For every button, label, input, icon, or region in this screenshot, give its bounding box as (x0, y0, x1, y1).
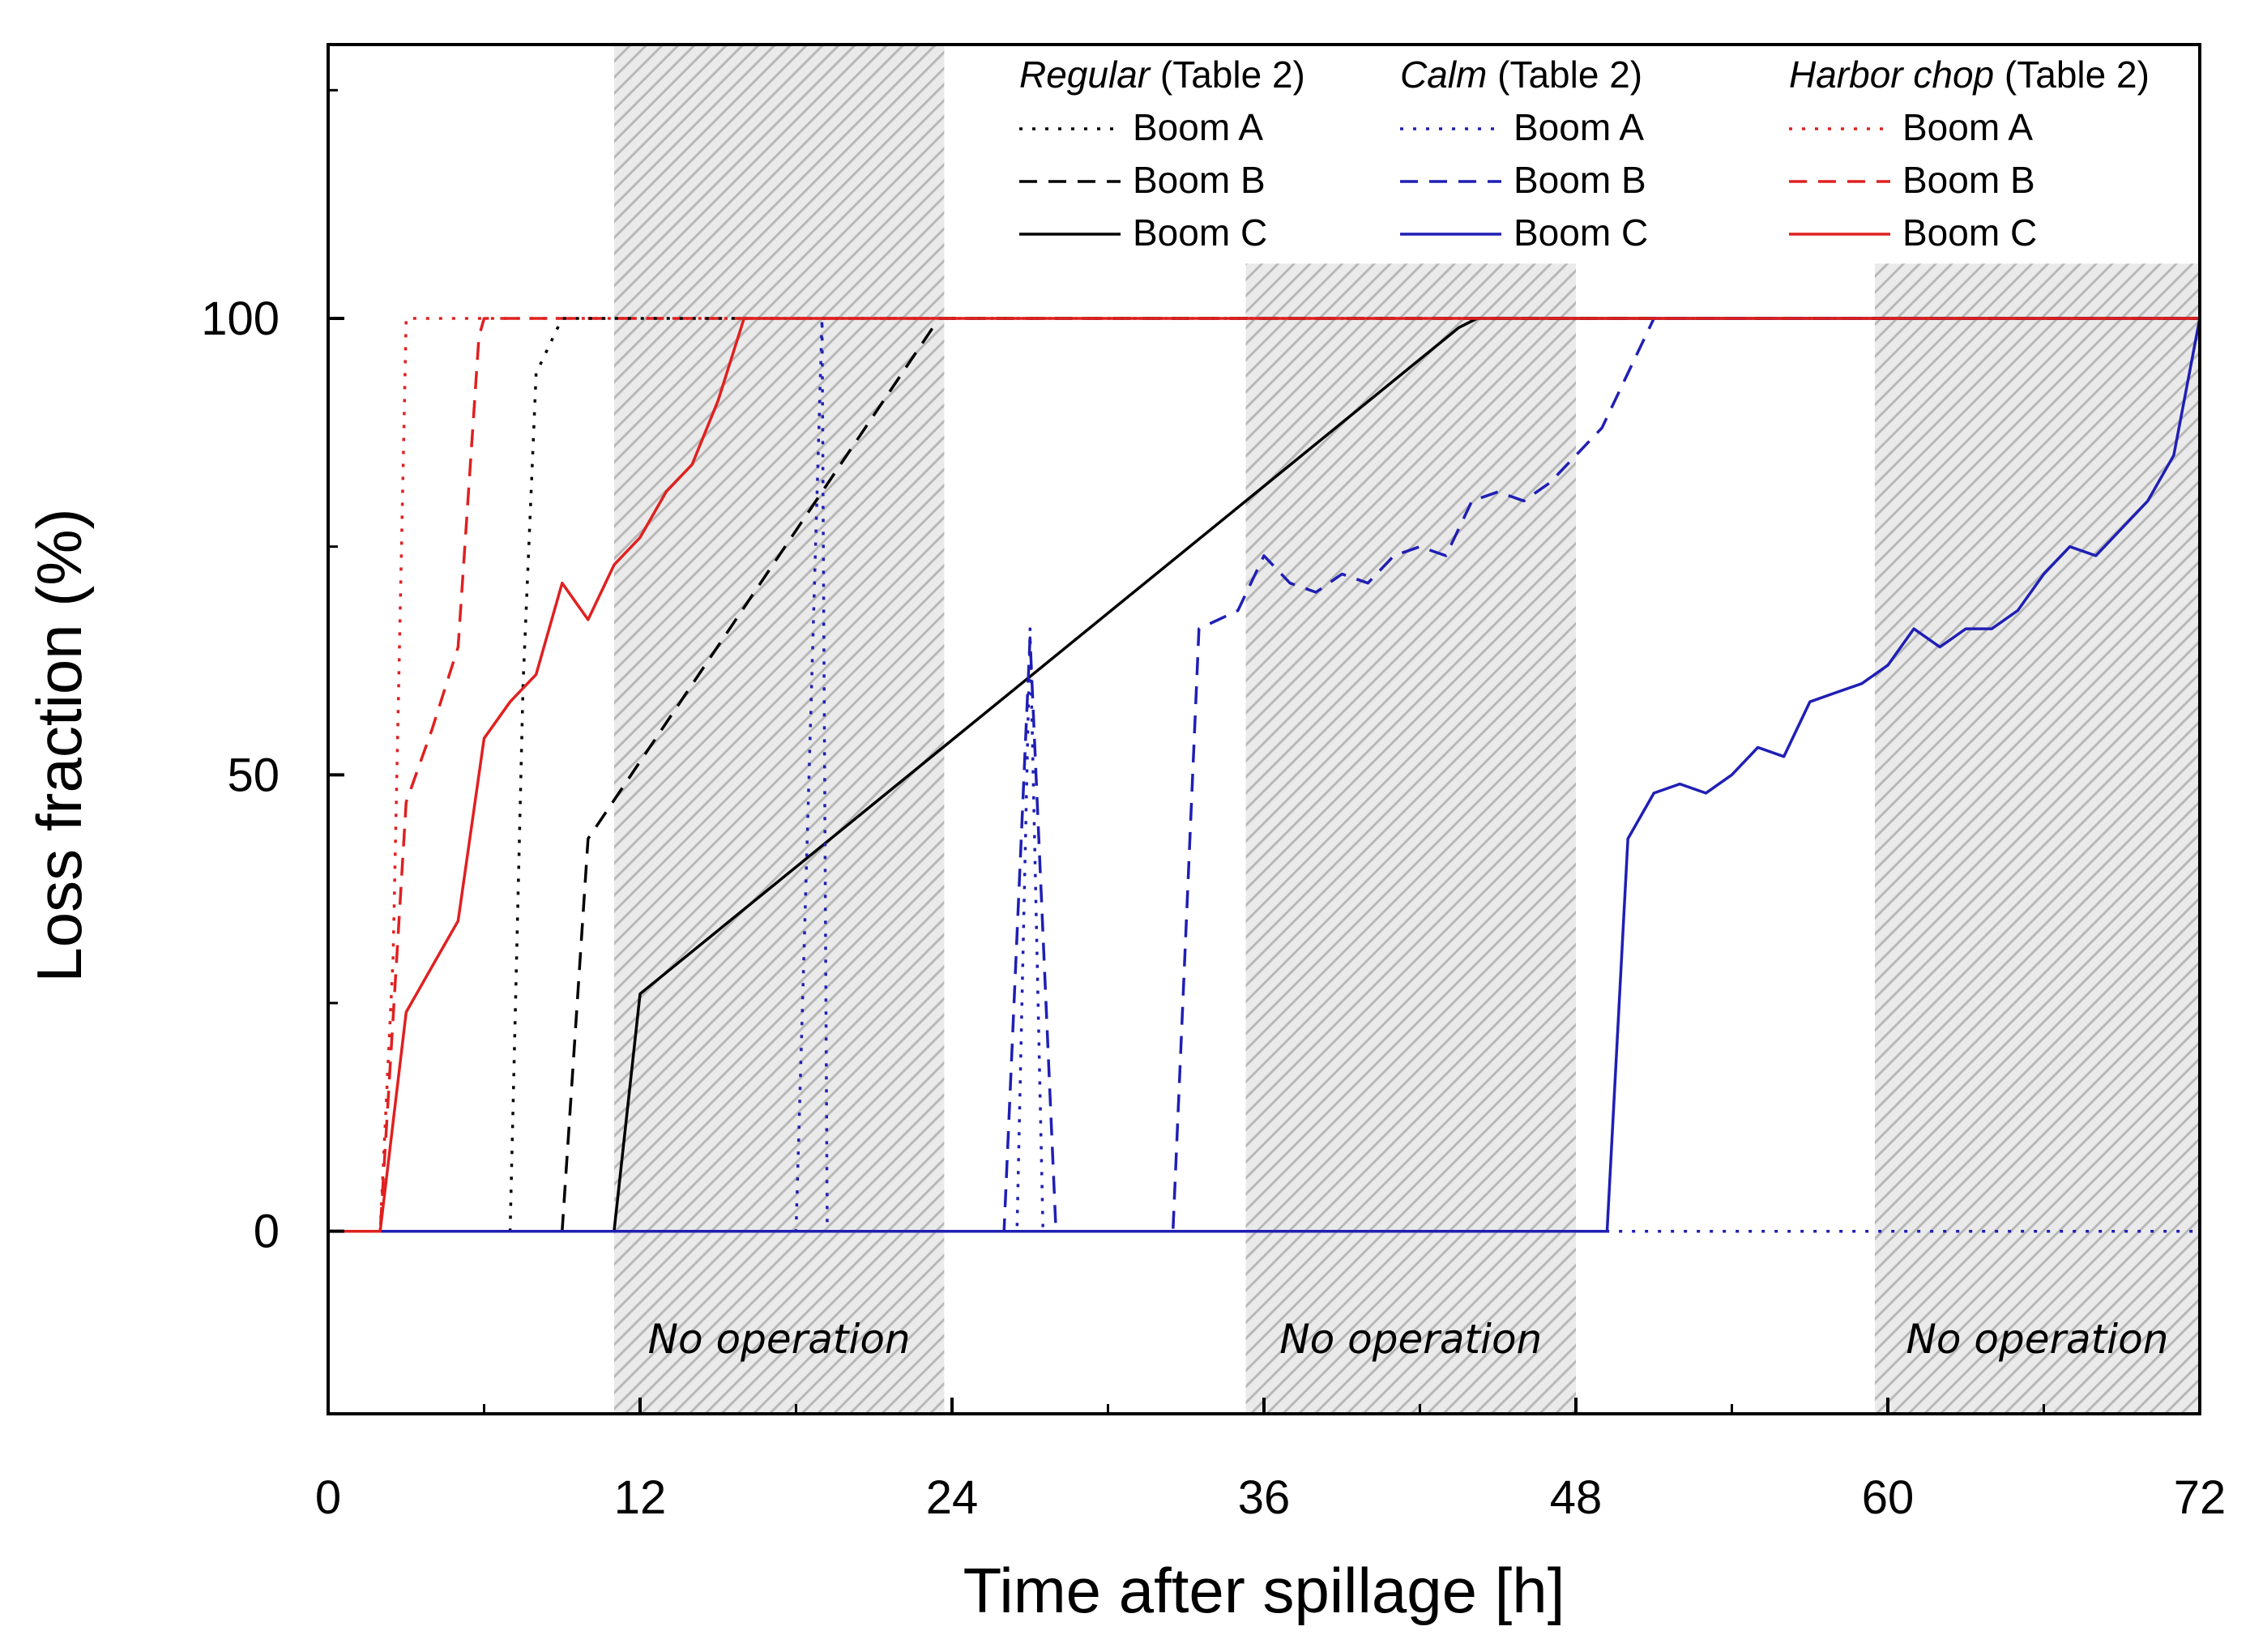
legend-entry-label: Boom C (1133, 211, 1267, 254)
axes: 0 12 24 36 48 60 72 0 50 100 (201, 88, 2227, 1524)
legend-entry-label: Boom A (1514, 106, 1644, 148)
legend-entry-label: Boom C (1514, 211, 1648, 254)
legend-entry-label: Boom C (1902, 211, 2037, 254)
no-operation-region (613, 45, 945, 1414)
x-tick-label: 24 (926, 1471, 979, 1524)
x-tick-label: 0 (315, 1471, 341, 1524)
legend-entry-label: Boom B (1514, 159, 1646, 201)
series-line (328, 317, 2200, 1233)
x-tick-label: 12 (614, 1471, 667, 1524)
no-operation-label: No operation (648, 1316, 911, 1363)
legend: Regular (Table 2) Boom A Boom B Boom C Calm … (1019, 53, 2150, 254)
legend-entry-label: Boom B (1133, 159, 1266, 201)
x-axis-title: Time after spillage [h] (963, 1555, 1565, 1626)
x-tick-label: 36 (1238, 1471, 1291, 1524)
no-operation-region (1245, 263, 1576, 1414)
no-operation-region (1874, 263, 2200, 1414)
y-tick-label: 50 (227, 749, 280, 801)
legend-entry-label: Boom B (1902, 159, 2035, 201)
x-tick-label: 72 (2174, 1471, 2227, 1524)
no-operation-regions: No operation No operation No operation (613, 45, 2200, 1414)
legend-group-title: Harbor chop (Table 2) (1789, 53, 2150, 96)
y-tick-label: 100 (201, 292, 280, 345)
legend-entry-label: Boom A (1133, 106, 1263, 148)
series-line (328, 317, 2200, 1233)
series-line (328, 317, 2200, 1233)
legend-group-title: Calm (Table 2) (1400, 53, 1642, 96)
legend-entry-label: Boom A (1902, 106, 2033, 148)
data-series (328, 317, 2200, 1233)
y-tick-label: 0 (254, 1206, 280, 1258)
y-axis-title: Loss fraction (%) (23, 508, 95, 982)
x-tick-label: 48 (1550, 1471, 1603, 1524)
no-operation-label: No operation (1279, 1316, 1542, 1363)
legend-group-title: Regular (Table 2) (1019, 53, 1305, 96)
series-line (328, 317, 2200, 1233)
x-tick-label: 60 (1862, 1471, 1915, 1524)
series-line (328, 318, 2200, 1233)
no-operation-label: No operation (1906, 1316, 2169, 1363)
